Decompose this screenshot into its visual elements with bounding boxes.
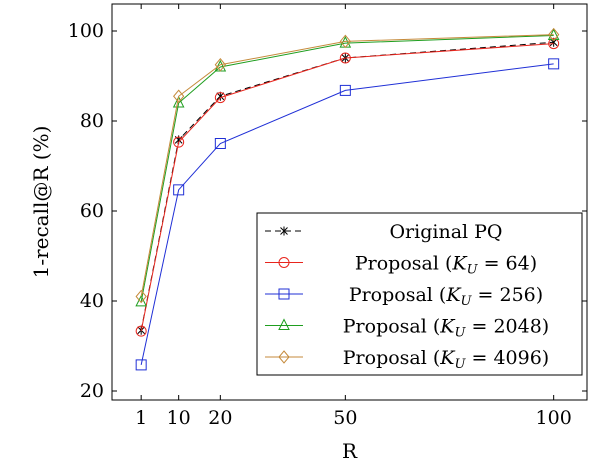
series-line — [140, 43, 554, 332]
axes: 1 10 20 50 100 20 40 60 80 100 — [68, 3, 588, 429]
legend-marker — [278, 257, 290, 268]
legend-marker — [278, 288, 290, 300]
data-point — [135, 294, 147, 307]
legend-marker — [278, 350, 290, 364]
y-tick-label: 40 — [80, 290, 104, 312]
legend-marker — [280, 226, 288, 236]
x-tick-label: 1 — [135, 407, 147, 429]
legend-label: Proposal (KU = 2048) — [343, 316, 549, 341]
legend-label: Proposal (KU = 4096) — [343, 347, 549, 372]
legend-label: Proposal (KU = 256) — [349, 284, 543, 309]
x-tick-label: 10 — [167, 407, 191, 429]
legend-entry-2: Proposal (KU = 256) — [265, 284, 543, 309]
series-layer — [135, 27, 560, 371]
plot-frame — [111, 3, 588, 401]
series-line — [140, 34, 554, 297]
y-tick-label: 80 — [80, 110, 104, 132]
series-line — [140, 35, 554, 302]
legend-label: Proposal (KU = 64) — [355, 253, 537, 278]
legend-entry-4: Proposal (KU = 4096) — [265, 347, 549, 372]
x-tick-label: 20 — [208, 407, 232, 429]
series-2 — [135, 58, 560, 371]
x-axis-label: R — [342, 439, 358, 463]
series-4 — [135, 27, 560, 304]
data-point — [216, 91, 225, 101]
data-point — [173, 136, 185, 148]
data-point — [548, 58, 560, 70]
data-point — [214, 92, 226, 104]
data-point — [135, 359, 147, 371]
y-tick-label: 60 — [80, 200, 104, 222]
data-point — [548, 27, 560, 42]
data-point — [173, 89, 185, 104]
series-1 — [135, 38, 560, 337]
series-line — [140, 63, 554, 366]
data-point — [135, 325, 147, 337]
x-tick-label: 100 — [536, 407, 572, 429]
x-tick-label: 50 — [333, 407, 357, 429]
data-point — [339, 52, 351, 64]
y-tick-label: 20 — [80, 380, 104, 402]
data-point — [214, 57, 226, 72]
data-point — [548, 38, 560, 50]
data-point — [214, 138, 226, 149]
legend-entry-0: Original PQ — [265, 221, 503, 243]
legend-marker — [278, 318, 290, 330]
legend-box — [256, 212, 583, 376]
data-point — [135, 289, 147, 304]
data-point — [339, 84, 351, 96]
data-point — [339, 34, 351, 49]
legend-entry-1: Proposal (KU = 64) — [265, 253, 537, 278]
legend-entry-3: Proposal (KU = 2048) — [265, 316, 549, 341]
legend-label: Original PQ — [389, 221, 502, 243]
data-point — [173, 184, 185, 196]
legend: Original PQ Proposal (KU = 64) Proposal (K… — [256, 212, 583, 376]
y-tick-label: 100 — [68, 20, 104, 42]
data-point — [172, 95, 185, 108]
y-axis-label: 1-recall@R (%) — [29, 126, 53, 279]
